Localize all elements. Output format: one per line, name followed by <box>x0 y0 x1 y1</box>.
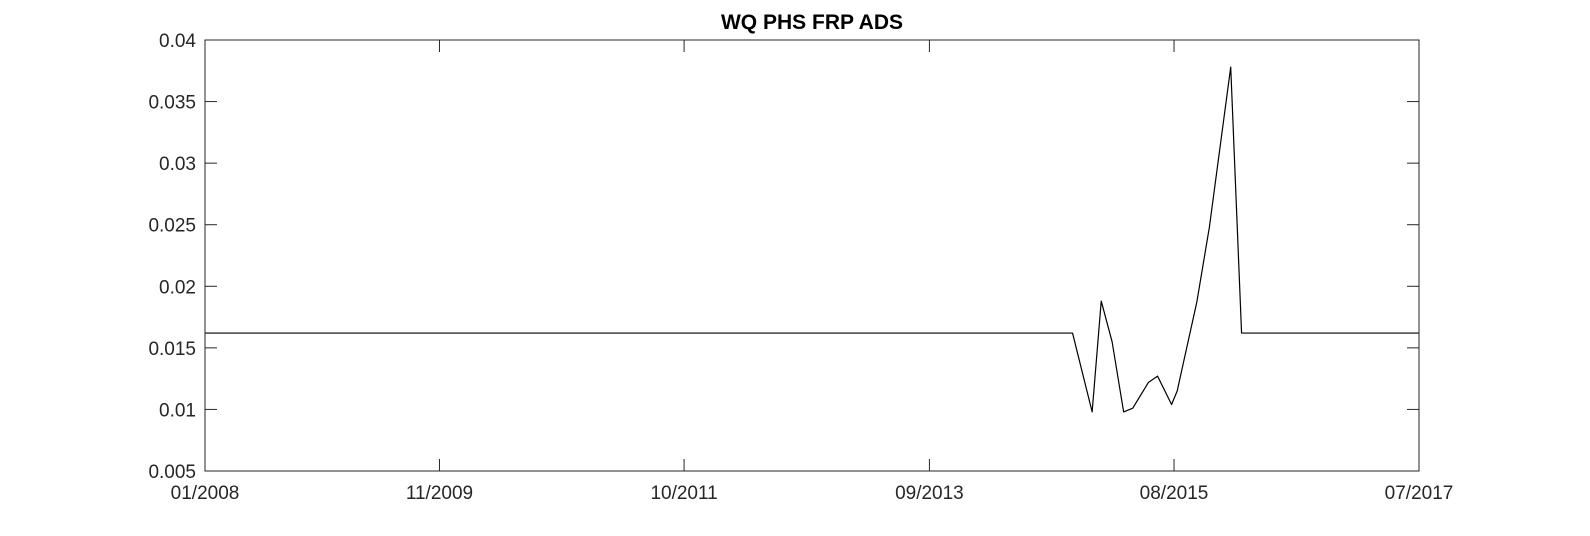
y-tick-labels: 0.005 0.01 0.015 0.02 0.025 0.03 0.035 0.04 <box>148 31 196 483</box>
x-tick-label: 11/2009 <box>406 483 473 504</box>
x-tick-label: 10/2011 <box>650 483 717 504</box>
plot-area <box>205 40 1419 471</box>
y-tick-label: 0.04 <box>159 31 196 52</box>
x-tick-label: 09/2013 <box>895 483 964 504</box>
x-tick-label: 07/2017 <box>1385 483 1454 504</box>
y-tick-label: 0.005 <box>148 462 196 483</box>
x-tick-label: 08/2015 <box>1140 483 1209 504</box>
series-line <box>205 66 1419 413</box>
axes-box <box>204 39 1420 472</box>
x-tick-label: 01/2008 <box>171 483 240 504</box>
y-tick-label: 0.03 <box>159 154 196 175</box>
y-tick-label: 0.015 <box>148 339 196 360</box>
y-tick-label: 0.02 <box>159 277 196 298</box>
x-tick-labels: 01/2008 11/2009 10/2011 09/2013 08/2015 07/20… <box>171 483 1454 504</box>
y-tick-label: 0.025 <box>148 216 196 237</box>
y-tick-label: 0.035 <box>148 93 196 114</box>
chart-title: WQ PHS FRP ADS <box>721 11 903 34</box>
y-tick-label: 0.01 <box>159 400 196 421</box>
